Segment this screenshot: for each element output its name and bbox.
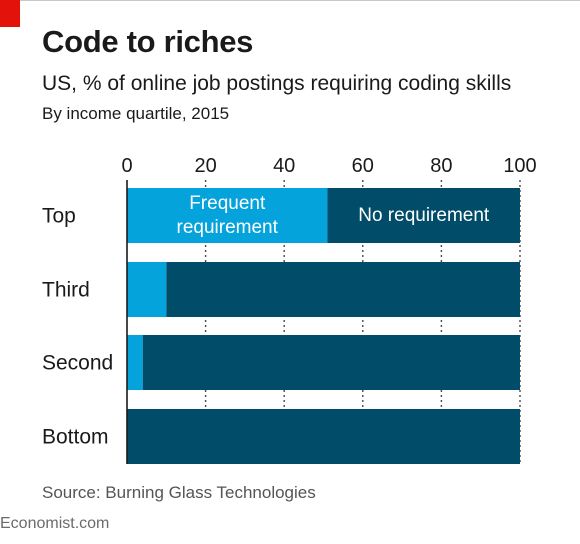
x-tick-label: 80 <box>430 155 452 177</box>
x-tick-label: 20 <box>194 155 216 177</box>
x-tick-label: 100 <box>503 155 536 177</box>
source-note: Source: Burning Glass Technologies <box>42 483 316 502</box>
category-label: Bottom <box>42 426 109 449</box>
bar-no-requirement <box>127 409 520 464</box>
brand-red-tab <box>0 0 20 27</box>
bar-frequent <box>127 335 143 390</box>
chart-subtitle: US, % of online job postings requiring c… <box>42 72 512 95</box>
category-label: Top <box>42 205 76 228</box>
bar-no-requirement <box>166 262 521 317</box>
legend-label-no-requirement: No requirement <box>358 205 490 226</box>
x-tick-label: 40 <box>273 155 295 177</box>
bar-no-requirement <box>142 335 520 390</box>
chart-subtitle-secondary: By income quartile, 2015 <box>42 104 230 123</box>
chart-title: Code to riches <box>42 24 254 59</box>
legend-label-frequent: requirement <box>177 217 279 238</box>
bar-frequent <box>127 188 328 243</box>
category-label: Second <box>42 352 113 375</box>
publisher-footer: Economist.com <box>0 515 110 532</box>
bar-frequent <box>127 262 167 317</box>
x-tick-label: 0 <box>121 155 132 177</box>
x-tick-label: 60 <box>352 155 374 177</box>
bar-no-requirement <box>327 188 520 243</box>
category-label: Third <box>42 279 90 302</box>
top-rule <box>0 0 580 1</box>
legend-label-frequent: Frequent <box>189 193 266 214</box>
